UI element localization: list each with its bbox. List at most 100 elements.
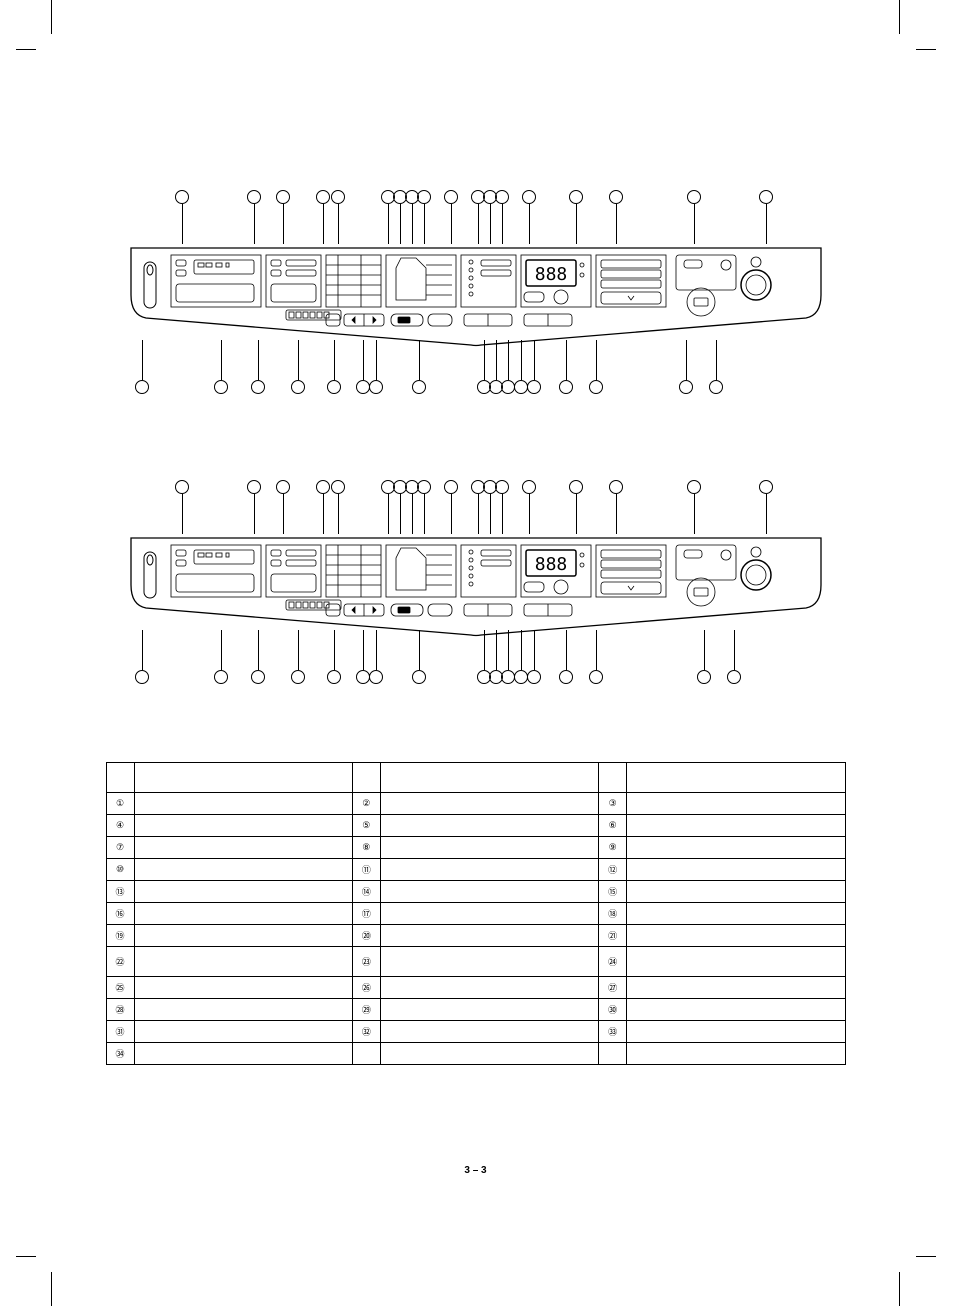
table-number-cell: ㉖ xyxy=(352,977,380,999)
callout-circle xyxy=(356,380,370,394)
leader-line xyxy=(258,340,259,380)
table-header-cell xyxy=(134,763,352,793)
leader-line xyxy=(376,340,377,380)
table-desc-cell xyxy=(134,837,352,859)
callout-circle xyxy=(327,380,341,394)
table-desc-cell xyxy=(627,903,845,925)
table-number-cell: ⑳ xyxy=(352,925,380,947)
table-desc-cell xyxy=(380,859,598,881)
table-desc-cell xyxy=(627,947,845,977)
callout-circle xyxy=(697,670,711,684)
table-number-cell: ㉜ xyxy=(352,1021,380,1043)
table-desc-cell xyxy=(134,881,352,903)
table-header-cell xyxy=(599,763,627,793)
callout-circle xyxy=(276,190,290,204)
leader-line xyxy=(484,340,485,380)
callout-circle xyxy=(759,190,773,204)
table-number-cell: ④ xyxy=(106,815,134,837)
table-header-cell xyxy=(380,763,598,793)
table-number-cell xyxy=(352,1043,380,1065)
callout-circle xyxy=(444,190,458,204)
table-desc-cell xyxy=(380,881,598,903)
table-desc-cell xyxy=(380,977,598,999)
callout-circle xyxy=(609,190,623,204)
leader-line xyxy=(566,630,567,670)
table-desc-cell xyxy=(627,859,845,881)
table-number-cell: ⑥ xyxy=(599,815,627,837)
table-desc-cell xyxy=(627,1043,845,1065)
callout-circle xyxy=(412,670,426,684)
callout-circle xyxy=(514,380,528,394)
leader-line xyxy=(521,630,522,670)
callout-circle xyxy=(495,480,509,494)
table-desc-cell xyxy=(380,947,598,977)
callout-circle xyxy=(569,190,583,204)
crop-mark xyxy=(51,1272,52,1306)
leader-line xyxy=(496,630,497,670)
leader-line xyxy=(490,204,491,244)
crop-mark xyxy=(51,0,52,34)
leader-line xyxy=(424,204,425,244)
callout-circle xyxy=(679,380,693,394)
callout-circle xyxy=(522,190,536,204)
callout-circle xyxy=(331,480,345,494)
leader-line xyxy=(490,494,491,534)
callout-circle xyxy=(369,380,383,394)
table-desc-cell xyxy=(134,859,352,881)
table-header-cell xyxy=(106,763,134,793)
table-desc-cell xyxy=(134,1021,352,1043)
table-desc-cell xyxy=(380,925,598,947)
callout-circle xyxy=(214,670,228,684)
callout-circle xyxy=(527,670,541,684)
table-desc-cell xyxy=(380,793,598,815)
table-desc-cell xyxy=(627,837,845,859)
table-number-cell: ⑪ xyxy=(352,859,380,881)
leader-line xyxy=(298,340,299,380)
leader-line xyxy=(566,340,567,380)
callout-circle xyxy=(276,480,290,494)
leader-line xyxy=(412,494,413,534)
callout-circle xyxy=(709,380,723,394)
table-desc-cell xyxy=(627,793,845,815)
callout-circle xyxy=(369,670,383,684)
leader-line xyxy=(694,204,695,244)
control-panel-diagram-1: 888 xyxy=(126,240,826,350)
table-number-cell: ⑨ xyxy=(599,837,627,859)
table-number-cell: ⑭ xyxy=(352,881,380,903)
table-number-cell: ③ xyxy=(599,793,627,815)
table-desc-cell xyxy=(380,999,598,1021)
leader-line xyxy=(424,494,425,534)
table-number-cell: ㉕ xyxy=(106,977,134,999)
leader-line xyxy=(502,204,503,244)
table-desc-cell xyxy=(627,881,845,903)
callout-circle xyxy=(609,480,623,494)
table-number-cell: ㉙ xyxy=(352,999,380,1021)
callout-circle xyxy=(412,380,426,394)
control-panel-svg: 888 xyxy=(126,240,826,350)
crop-mark xyxy=(899,1272,900,1306)
callout-circle xyxy=(251,670,265,684)
table-number-cell: ㉝ xyxy=(599,1021,627,1043)
table-desc-cell xyxy=(134,903,352,925)
table-number-cell: ② xyxy=(352,793,380,815)
table-number-cell: ⑯ xyxy=(106,903,134,925)
leader-line xyxy=(412,204,413,244)
leader-line xyxy=(334,340,335,380)
callout-circle xyxy=(214,380,228,394)
leader-line xyxy=(478,494,479,534)
crop-mark xyxy=(16,49,36,50)
leader-line xyxy=(338,204,339,244)
leader-line xyxy=(716,340,717,380)
table-desc-cell xyxy=(380,903,598,925)
table-number-cell: ⑩ xyxy=(106,859,134,881)
table-desc-cell xyxy=(134,999,352,1021)
table-desc-cell xyxy=(627,977,845,999)
table-number-cell: ㉓ xyxy=(352,947,380,977)
table-number-cell: ㉚ xyxy=(599,999,627,1021)
reference-table: ①②③④⑤⑥⑦⑧⑨⑩⑪⑫⑬⑭⑮⑯⑰⑱⑲⑳㉑㉒㉓㉔㉕㉖㉗㉘㉙㉚㉛㉜㉝㉞ xyxy=(106,762,846,1065)
callout-circle xyxy=(559,670,573,684)
leader-line xyxy=(283,494,284,534)
crop-mark xyxy=(16,1256,36,1257)
leader-line xyxy=(596,340,597,380)
leader-line xyxy=(298,630,299,670)
